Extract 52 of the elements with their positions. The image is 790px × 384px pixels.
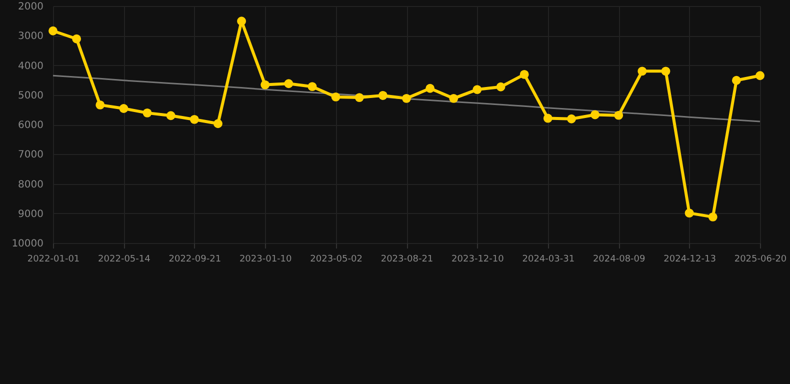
point xyxy=(520,70,529,79)
point xyxy=(756,71,764,80)
point xyxy=(543,114,552,123)
point xyxy=(213,119,222,128)
x-tick-label: 2022-05-14 xyxy=(98,254,151,264)
point xyxy=(48,26,58,36)
point xyxy=(472,85,482,94)
point xyxy=(119,104,128,113)
x-tick-label: 2022-01-01 xyxy=(27,254,80,264)
point xyxy=(166,111,176,120)
y-tick-label: 3000 xyxy=(18,31,44,42)
point xyxy=(96,100,105,110)
y-tick-label: 5000 xyxy=(18,90,44,102)
point xyxy=(142,108,152,118)
y-tick-label: 6000 xyxy=(18,120,44,131)
point xyxy=(614,110,624,120)
y-tick-label: 9000 xyxy=(18,208,44,220)
x-tick-label: 2023-12-10 xyxy=(452,254,504,264)
y-tick-label: 7000 xyxy=(18,150,44,161)
y-tick-label: 8000 xyxy=(18,179,44,190)
x-tick-label: 2023-08-21 xyxy=(380,254,434,264)
x-tick-label: 2023-05-02 xyxy=(310,254,362,264)
y-tick-label: 10000 xyxy=(12,238,44,250)
point xyxy=(237,16,246,26)
x-tick-label: 2024-03-31 xyxy=(522,254,575,264)
point xyxy=(284,79,294,88)
point xyxy=(496,82,506,92)
point xyxy=(708,212,718,222)
x-tick-label: 2024-08-09 xyxy=(592,254,646,264)
point xyxy=(566,114,576,124)
line-series xyxy=(52,74,761,122)
point xyxy=(331,92,340,102)
point xyxy=(402,94,411,103)
x-tick-label: 2023-01-10 xyxy=(239,254,292,264)
point xyxy=(638,66,647,76)
y-tick-label: 4000 xyxy=(18,60,44,72)
point xyxy=(684,208,694,218)
point xyxy=(732,76,741,85)
point xyxy=(308,82,317,92)
x-tick-label: 2024-12-13 xyxy=(664,254,716,264)
point xyxy=(378,91,388,100)
point xyxy=(590,110,600,120)
point xyxy=(72,34,82,44)
x-tick-label: 2022-09-21 xyxy=(168,254,222,264)
point xyxy=(354,93,364,102)
point xyxy=(661,66,670,76)
point xyxy=(426,84,435,93)
point xyxy=(260,80,270,90)
x-tick-label: 2025-06-20 xyxy=(734,254,787,264)
point xyxy=(449,94,458,103)
point xyxy=(190,115,199,124)
y-tick-label: 2000 xyxy=(18,2,44,12)
